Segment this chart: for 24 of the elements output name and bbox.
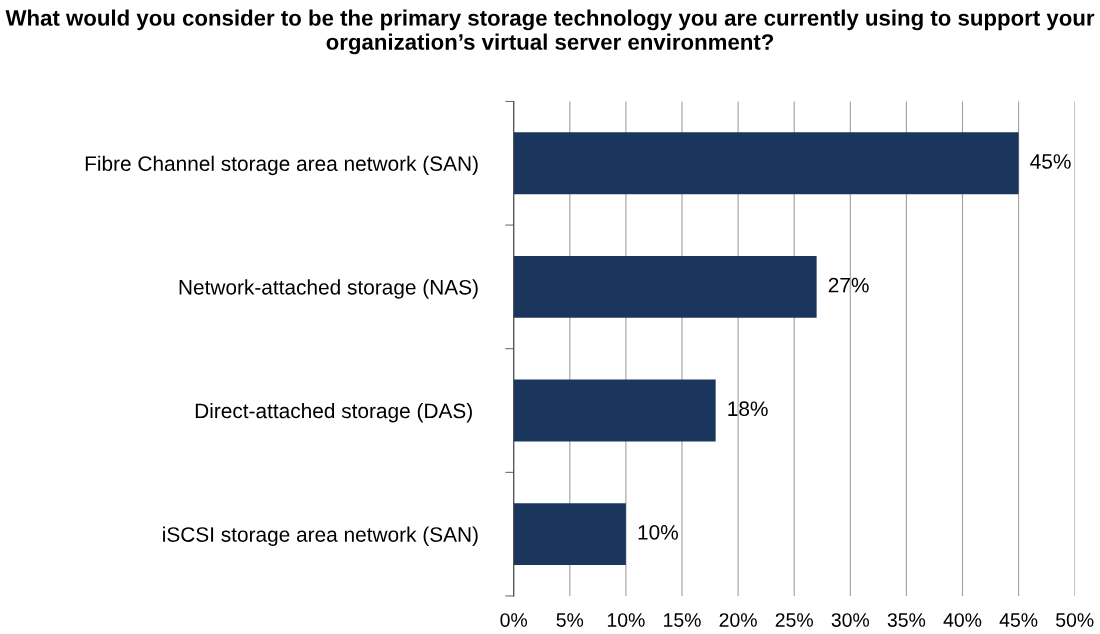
x-tick-label: 45% [999,613,1038,627]
x-tick-label: 40% [943,613,982,627]
x-tick-label: 10% [607,613,645,627]
data-label: 18% [728,401,768,417]
x-tick-label: 15% [664,613,701,627]
x-tick-label: 5% [556,613,584,627]
x-tick-label: 25% [775,613,813,627]
data-label: 45% [1030,154,1071,169]
y-tick-label: Fibre Channel storage area network (SAN) [85,155,478,176]
x-tick-label: 0% [500,613,528,627]
chart-title: What would you consider to be the primary storage technology you are currently using to support your organization’s virtual server environment? [5,9,1095,55]
x-tick-label: 20% [719,613,757,627]
x-tick-label: 50% [1056,613,1094,627]
data-label: 27% [828,277,869,293]
bar [513,503,626,566]
y-tick-label: Network-attached storage (NAS) [179,279,478,299]
bar [513,132,1019,195]
bar [513,379,716,442]
y-tick-label: iSCSI storage area network (SAN) [163,526,478,547]
y-tick-label: Direct-attached storage (DAS) [195,402,472,423]
data-label: 10% [638,524,678,540]
bar [513,255,817,318]
x-tick-label: 30% [831,613,870,627]
x-tick-label: 35% [887,613,926,627]
